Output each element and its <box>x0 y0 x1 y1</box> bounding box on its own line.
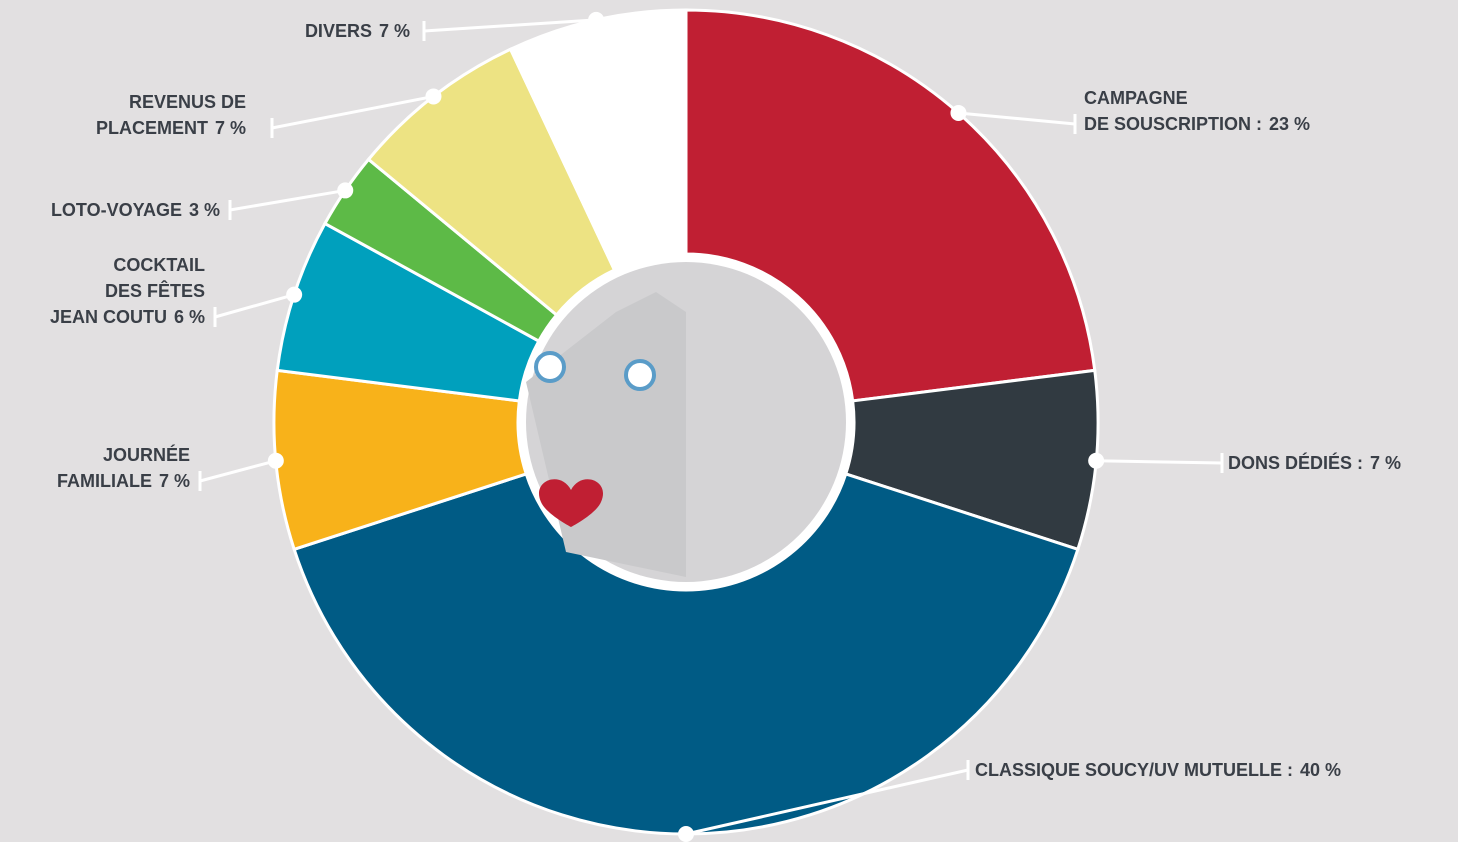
label-line: DONS DÉDIÉS : <box>1228 452 1363 473</box>
value-label: 7 % <box>379 21 410 41</box>
value-label: 6 % <box>174 307 205 327</box>
label-line: CLASSIQUE SOUCY/UV MUTUELLE : <box>975 760 1293 780</box>
connector-dot <box>286 287 302 303</box>
value-label: 7 % <box>215 118 246 138</box>
connector-dot <box>425 88 441 104</box>
label-line: CAMPAGNE <box>1084 88 1188 108</box>
label-line: JOURNÉE <box>103 444 190 465</box>
slice-label: LOTO-VOYAGE 3 % <box>51 200 220 220</box>
connector-dot <box>588 12 604 28</box>
label-line: DIVERS <box>305 21 372 41</box>
label-line: LOTO-VOYAGE <box>51 200 182 220</box>
value-label: 40 % <box>1300 760 1341 780</box>
slice-label: DONS DÉDIÉS : 7 % <box>1228 452 1401 473</box>
connector-dot <box>268 453 284 469</box>
label-line: PLACEMENT <box>96 118 208 138</box>
slice-label: DIVERS 7 % <box>305 21 410 41</box>
value-label: 7 % <box>159 471 190 491</box>
label-line: FAMILIALE <box>57 471 152 491</box>
mascot-eye <box>626 361 654 389</box>
label-line: JEAN COUTU <box>50 307 167 327</box>
value-label: 7 % <box>1370 453 1401 473</box>
connector-dot <box>337 182 353 198</box>
value-label: 3 % <box>189 200 220 220</box>
slice-label: CLASSIQUE SOUCY/UV MUTUELLE : 40 % <box>975 760 1341 780</box>
connector-dot <box>1088 453 1104 469</box>
label-line: COCKTAIL <box>113 255 205 275</box>
mascot-eye <box>536 353 564 381</box>
chart: CAMPAGNE DE SOUSCRIPTION : 23 % DONS DÉDIÉS… <box>0 0 1458 842</box>
label-line: DE SOUSCRIPTION : <box>1084 114 1262 134</box>
connector-dot <box>950 105 966 121</box>
label-line: REVENUS DE <box>129 92 246 112</box>
value-label: 23 % <box>1269 114 1310 134</box>
label-line: DES FÊTES <box>105 280 205 301</box>
connector-dot <box>678 826 694 842</box>
